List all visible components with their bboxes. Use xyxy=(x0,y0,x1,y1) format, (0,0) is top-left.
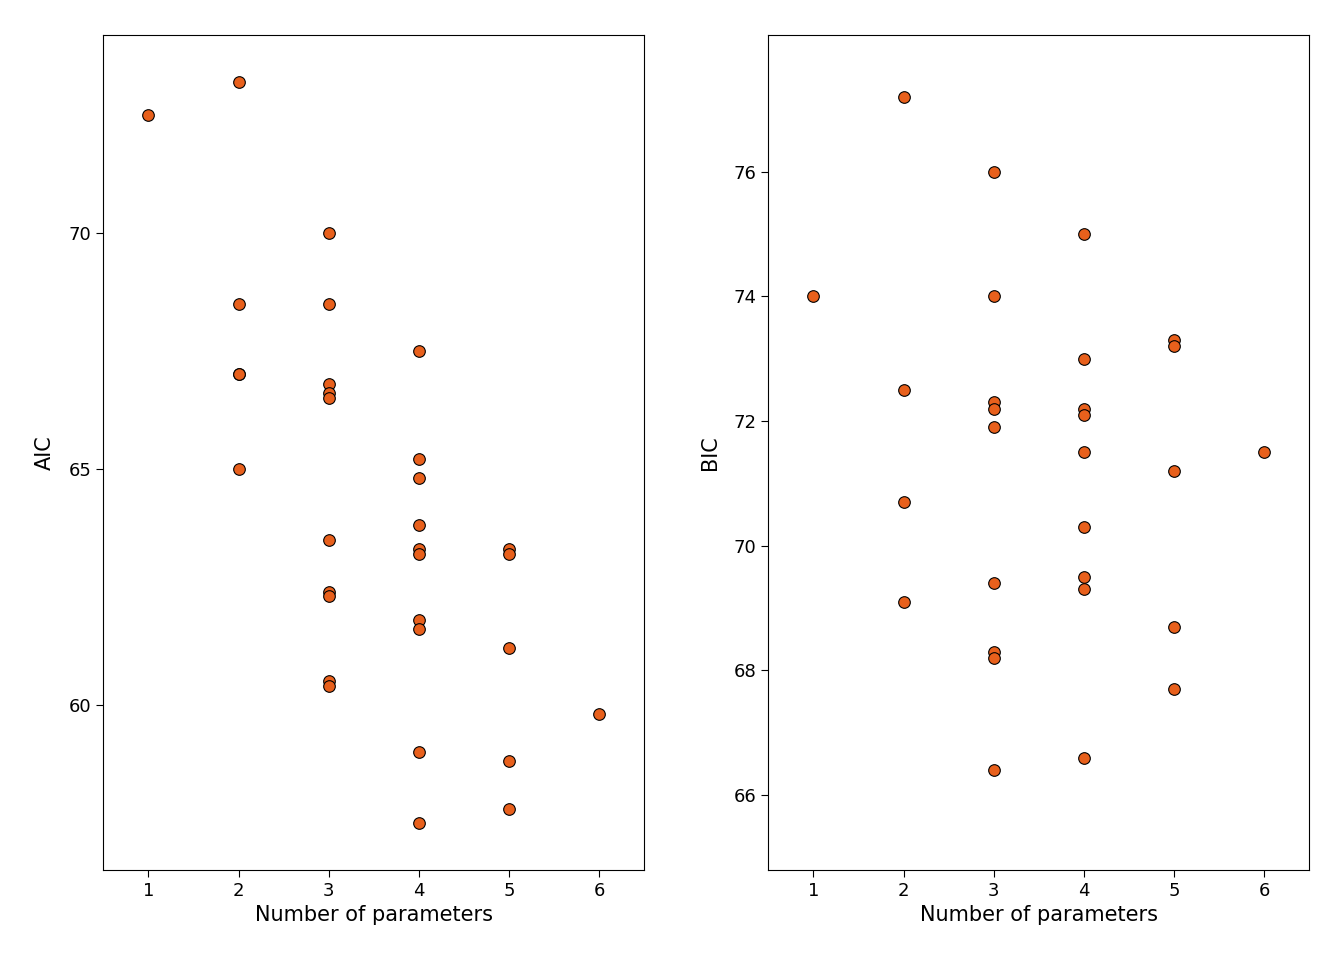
Y-axis label: AIC: AIC xyxy=(35,435,55,469)
Point xyxy=(982,650,1004,665)
Point xyxy=(319,678,340,693)
Point xyxy=(319,532,340,547)
Point xyxy=(1073,582,1094,597)
Point xyxy=(227,461,249,476)
Point xyxy=(319,584,340,599)
Point xyxy=(319,391,340,406)
Point xyxy=(499,541,520,557)
Point xyxy=(1073,750,1094,765)
Point xyxy=(892,494,914,510)
Point xyxy=(409,546,430,562)
Point xyxy=(982,762,1004,778)
Point xyxy=(1164,464,1185,479)
Point xyxy=(1073,407,1094,422)
Point xyxy=(319,588,340,604)
Point xyxy=(227,367,249,382)
Point xyxy=(409,517,430,533)
Point xyxy=(409,744,430,759)
Point xyxy=(1073,401,1094,417)
Point xyxy=(982,401,1004,417)
Point xyxy=(319,226,340,241)
Point xyxy=(499,801,520,816)
Point xyxy=(227,74,249,89)
Point xyxy=(227,296,249,311)
Point xyxy=(1073,227,1094,242)
Point xyxy=(1073,351,1094,367)
Point xyxy=(409,343,430,358)
Point xyxy=(982,420,1004,435)
Point xyxy=(499,546,520,562)
Point xyxy=(227,367,249,382)
Point xyxy=(982,644,1004,660)
Point xyxy=(319,296,340,311)
Point xyxy=(1164,619,1185,635)
Point xyxy=(982,289,1004,304)
Point xyxy=(319,376,340,392)
Point xyxy=(1164,682,1185,697)
Point xyxy=(409,612,430,628)
Point xyxy=(1073,519,1094,535)
X-axis label: Number of parameters: Number of parameters xyxy=(919,905,1157,925)
Point xyxy=(1073,444,1094,460)
X-axis label: Number of parameters: Number of parameters xyxy=(255,905,493,925)
Point xyxy=(1254,444,1275,460)
Point xyxy=(1073,569,1094,585)
Point xyxy=(409,452,430,468)
Point xyxy=(589,707,610,722)
Point xyxy=(982,576,1004,591)
Point xyxy=(319,674,340,689)
Point xyxy=(499,754,520,769)
Point xyxy=(137,108,159,123)
Point xyxy=(499,640,520,656)
Point xyxy=(409,541,430,557)
Point xyxy=(802,289,824,304)
Point xyxy=(892,89,914,105)
Point xyxy=(982,164,1004,180)
Point xyxy=(319,386,340,401)
Point xyxy=(982,395,1004,410)
Point xyxy=(892,594,914,610)
Point xyxy=(409,470,430,486)
Point xyxy=(892,382,914,397)
Point xyxy=(1164,332,1185,348)
Point xyxy=(409,815,430,830)
Y-axis label: BIC: BIC xyxy=(700,435,720,469)
Point xyxy=(409,621,430,636)
Point xyxy=(1164,339,1185,354)
